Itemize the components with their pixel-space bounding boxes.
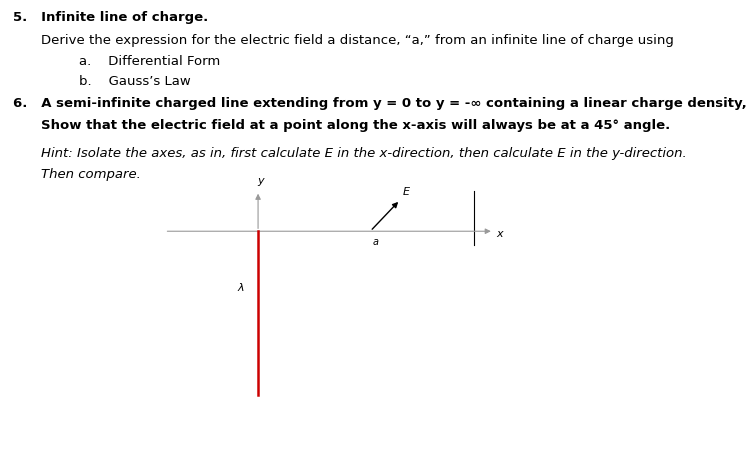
Text: Show that the electric field at a point along the x-axis will always be at a 45°: Show that the electric field at a point … bbox=[41, 119, 670, 132]
Text: a.    Differential Form: a. Differential Form bbox=[79, 55, 220, 68]
Text: Hint: Isolate the axes, as in, first calculate E in the x-direction, then calcul: Hint: Isolate the axes, as in, first cal… bbox=[41, 147, 687, 160]
Text: $E$: $E$ bbox=[402, 185, 411, 197]
Text: Derive the expression for the electric field a distance, “a,” from an infinite l: Derive the expression for the electric f… bbox=[41, 34, 674, 47]
Text: 5.   Infinite line of charge.: 5. Infinite line of charge. bbox=[13, 11, 209, 24]
Text: b.    Gauss’s Law: b. Gauss’s Law bbox=[79, 75, 190, 88]
Text: 6.   A semi-infinite charged line extending from y = 0 to y = -∞ containing a li: 6. A semi-infinite charged line extendin… bbox=[13, 97, 748, 110]
Text: a: a bbox=[373, 237, 378, 247]
Text: y: y bbox=[257, 176, 263, 186]
Text: Then compare.: Then compare. bbox=[41, 168, 141, 181]
Text: x: x bbox=[496, 229, 503, 239]
Text: $\lambda$: $\lambda$ bbox=[237, 282, 245, 293]
